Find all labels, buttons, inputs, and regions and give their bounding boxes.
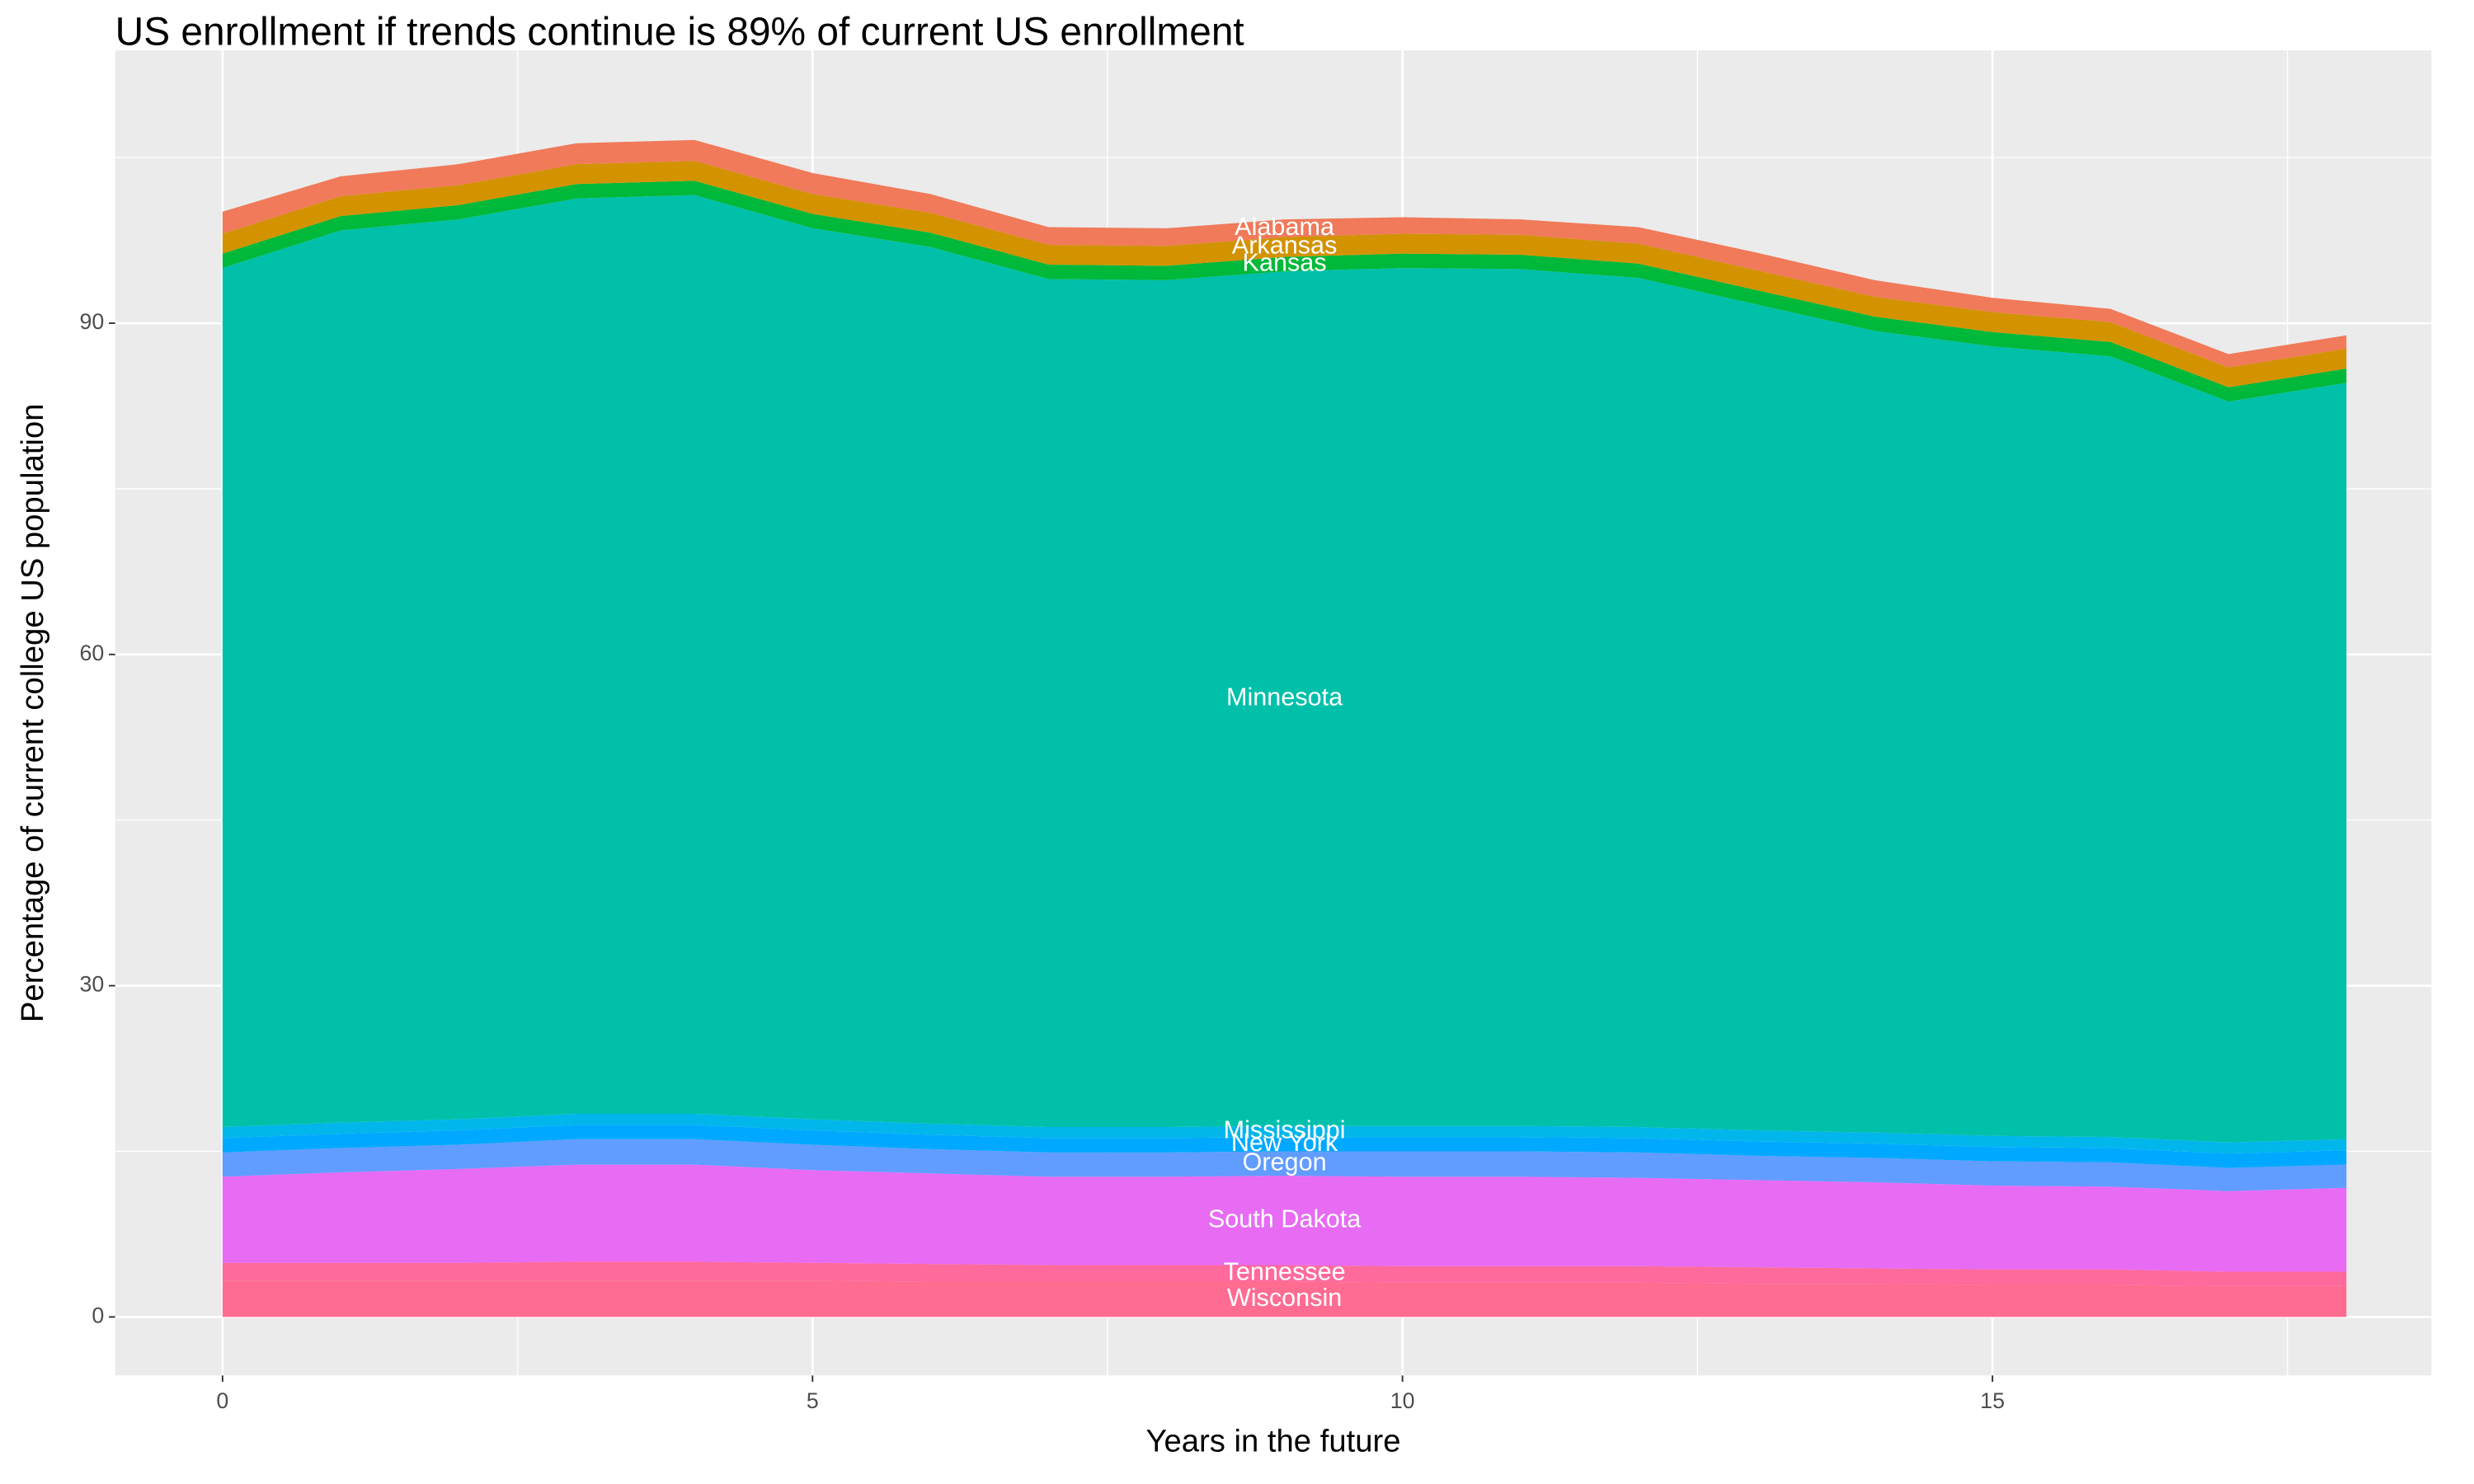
- area-label: New York: [1231, 1129, 1338, 1157]
- axes: 0 5 10 15 0 30 60 90: [79, 309, 2004, 1413]
- x-tick-label: 10: [1390, 1388, 1415, 1413]
- area: [222, 1113, 2347, 1154]
- area-label: Minnesota: [1226, 683, 1343, 711]
- area-label: Kansas: [1243, 248, 1327, 276]
- x-axis-title: Years in the future: [1145, 1424, 1400, 1459]
- y-tick-label: 90: [79, 309, 104, 334]
- x-tick-label: 15: [1980, 1388, 2005, 1413]
- x-tick-label: 0: [216, 1388, 228, 1413]
- area-label: Tennessee: [1224, 1258, 1346, 1286]
- area: [222, 1280, 2347, 1317]
- area: [222, 1125, 2347, 1168]
- area: [222, 1261, 2347, 1286]
- area-label: Arkansas: [1232, 232, 1338, 260]
- area-label: Mississippi: [1224, 1115, 1346, 1144]
- x-tick-label: 5: [807, 1388, 819, 1413]
- chart-title: US enrollment if trends continue is 89% …: [115, 11, 1244, 54]
- area: [222, 1164, 2347, 1272]
- areas: [222, 139, 2347, 1317]
- area-label: South Dakota: [1208, 1205, 1362, 1233]
- area-label: Oregon: [1243, 1148, 1327, 1176]
- y-axis-title: Percentage of current college US populat…: [15, 403, 50, 1022]
- area-label: Wisconsin: [1227, 1284, 1342, 1312]
- y-tick-label: 0: [92, 1303, 104, 1327]
- y-tick-label: 30: [79, 972, 104, 997]
- area: [222, 195, 2347, 1143]
- area-label: Alabama: [1235, 213, 1335, 241]
- y-tick-label: 60: [79, 641, 104, 665]
- area: [222, 1139, 2347, 1191]
